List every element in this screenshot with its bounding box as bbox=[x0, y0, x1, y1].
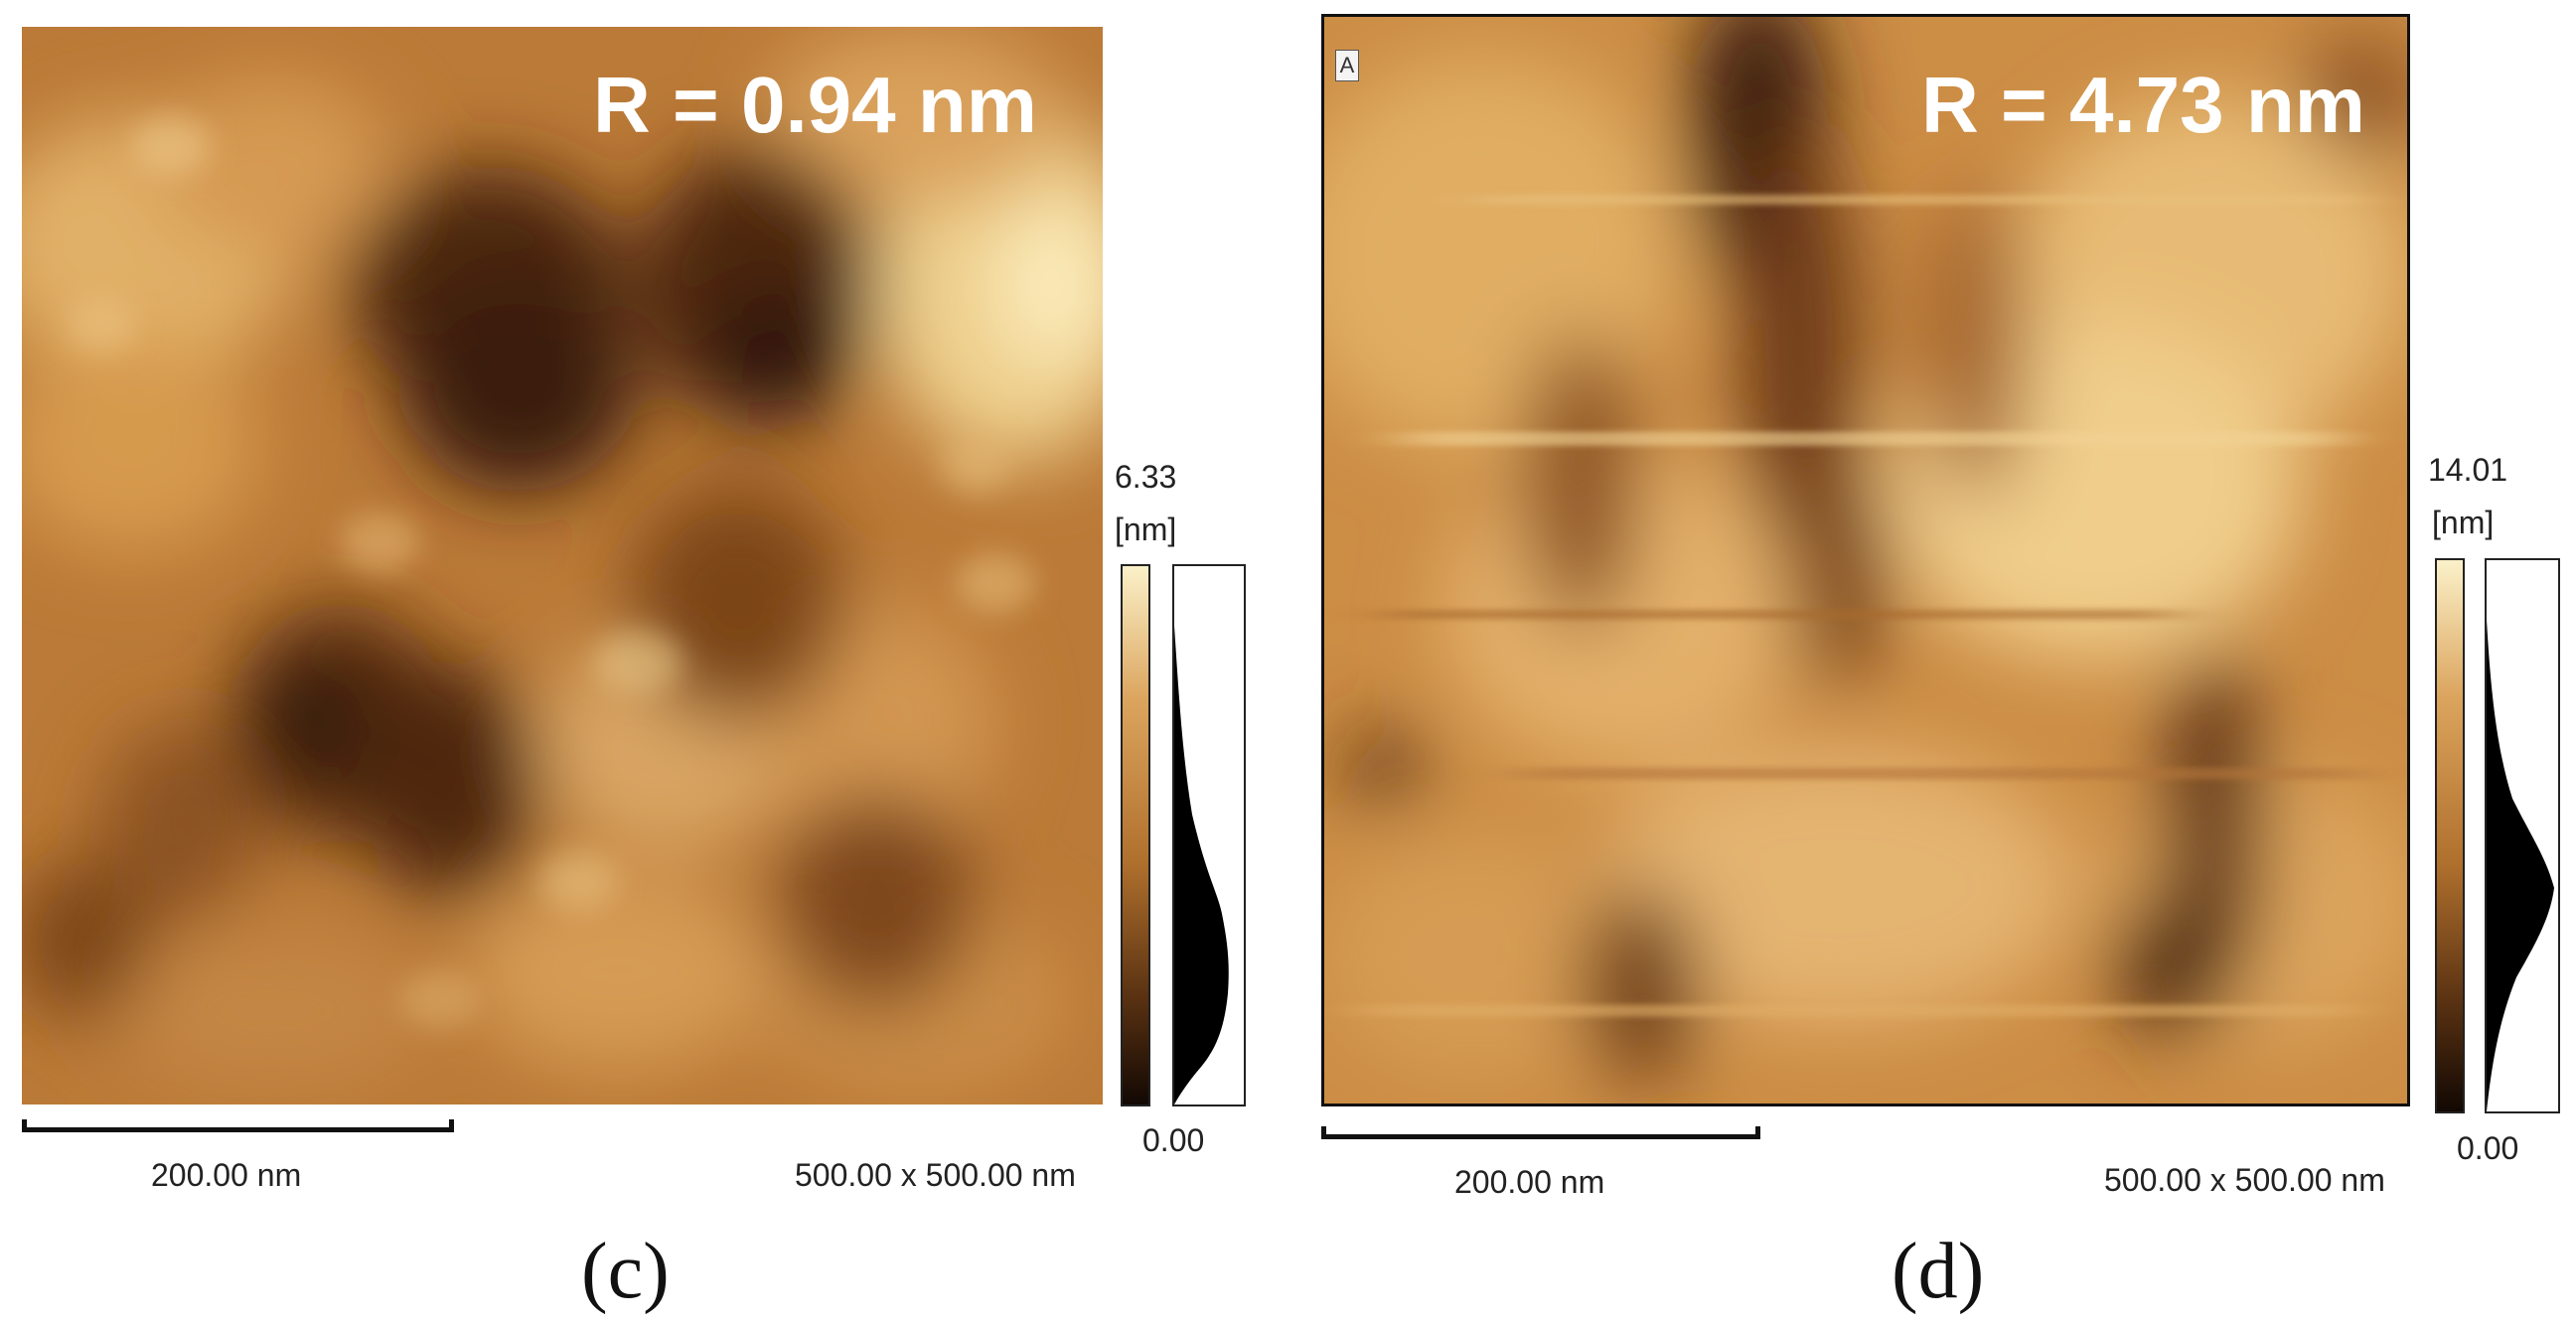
scan-size-label: 500.00 x 500.00 nm bbox=[2104, 1162, 2385, 1198]
colorbar-max-value: 6.33 bbox=[1115, 459, 1177, 495]
roughness-label: R = 4.73 nm bbox=[1921, 61, 2365, 149]
image-tag: A bbox=[1335, 50, 1359, 81]
scale-bar bbox=[1321, 1126, 1760, 1139]
scan-size-label: 500.00 x 500.00 nm bbox=[795, 1157, 1076, 1193]
colorbar-unit: [nm] bbox=[2432, 505, 2495, 540]
scale-bar bbox=[22, 1119, 454, 1132]
height-histogram bbox=[2485, 558, 2560, 1113]
colorbar-min-value: 0.00 bbox=[2457, 1130, 2519, 1166]
afm-panel-d: A R = 4.73 nm 14.01 [nm] 0.00 200.00 nm … bbox=[1288, 0, 2575, 1326]
colorbar-unit: [nm] bbox=[1115, 512, 1177, 547]
colorbar-min-value: 0.00 bbox=[1142, 1122, 1205, 1158]
panel-letter: (d) bbox=[1892, 1228, 1985, 1315]
colorbar-max-value: 14.01 bbox=[2428, 452, 2508, 488]
roughness-label: R = 0.94 nm bbox=[593, 61, 1037, 149]
afm-topography-image-d bbox=[1321, 14, 2410, 1106]
height-colorbar bbox=[1121, 564, 1150, 1106]
panel-letter: (c) bbox=[581, 1228, 670, 1315]
height-histogram bbox=[1172, 564, 1246, 1106]
afm-topography-image-c bbox=[22, 27, 1103, 1105]
scale-bar-label: 200.00 nm bbox=[151, 1157, 302, 1193]
afm-panel-c: R = 0.94 nm 6.33 [nm] 0.00 200.00 nm 500… bbox=[22, 27, 1246, 1315]
height-colorbar bbox=[2435, 558, 2465, 1113]
scale-bar-label: 200.00 nm bbox=[1454, 1164, 1605, 1200]
